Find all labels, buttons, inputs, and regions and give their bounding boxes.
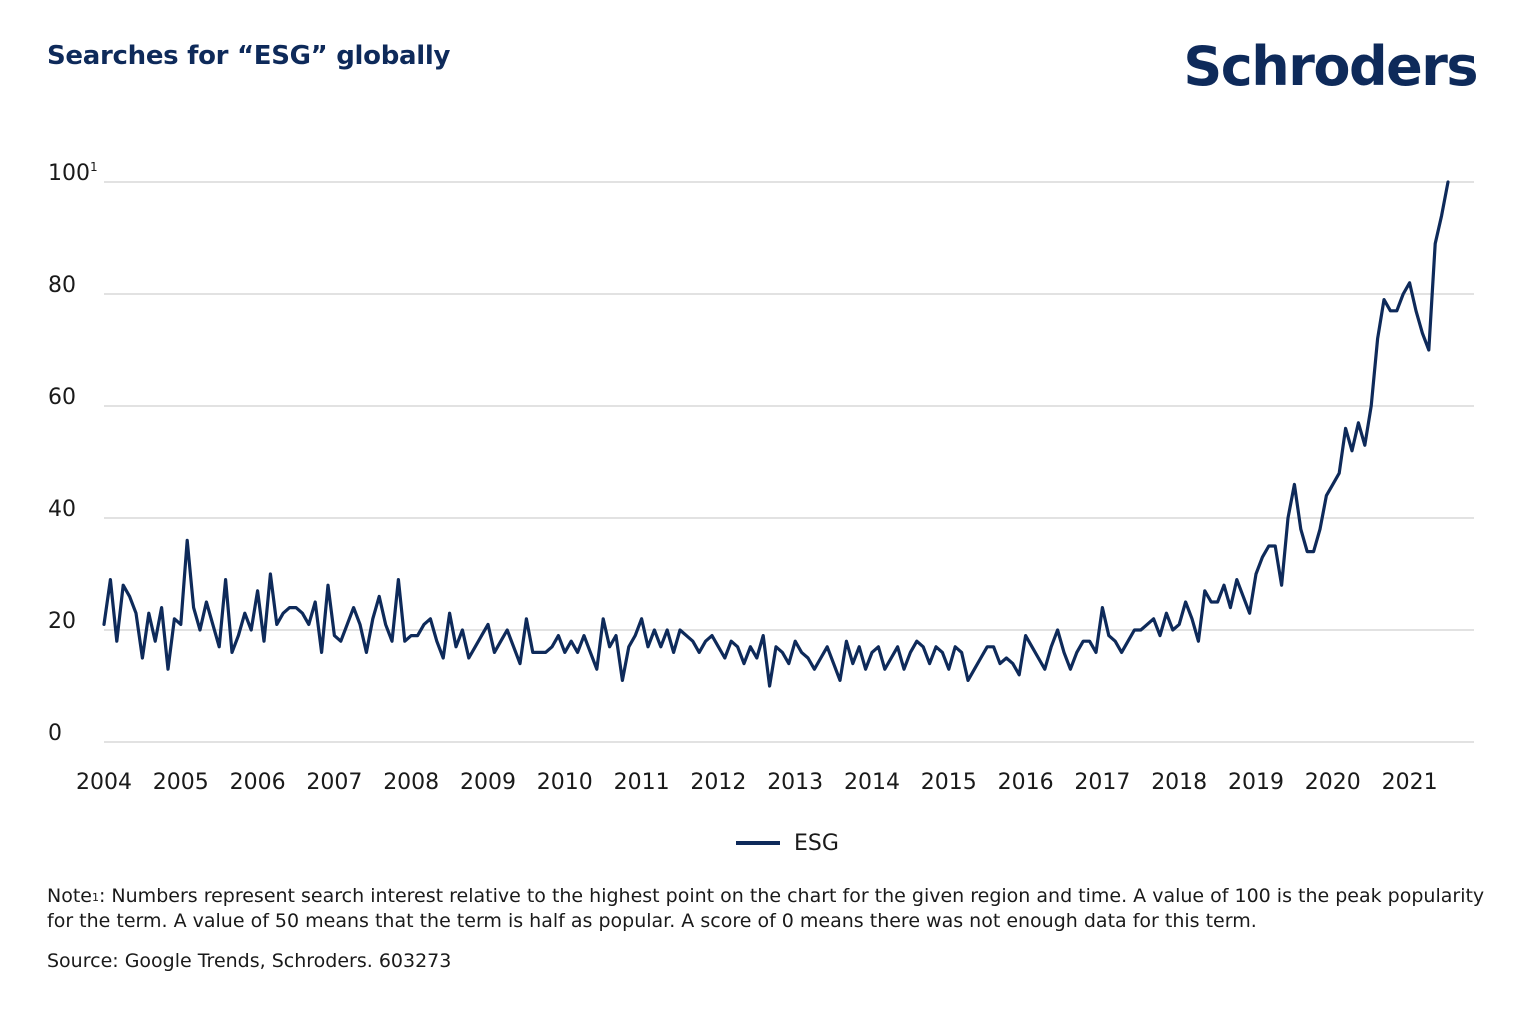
y-axis-ticks: 0 20 40 60 80 1001 [48,160,98,746]
x-tick-label: 2014 [844,770,900,795]
x-tick-label: 2007 [306,770,362,795]
y-tick-value: 20 [48,609,76,634]
y-tick-value: 60 [48,385,76,410]
x-tick-label: 2013 [767,770,823,795]
legend-label-esg: ESG [794,830,839,856]
legend: ESG [736,828,839,858]
x-tick-label: 2021 [1382,770,1438,795]
series-layer [102,180,1450,688]
x-tick-label: 2012 [690,770,746,795]
y-tick-label: 20 [48,609,76,634]
source-line: Source: Google Trends, Schroders. 603273 [47,950,452,972]
footnote: Note1: Numbers represent search interest… [47,884,1487,934]
y-tick-label: 60 [48,385,76,410]
series-line-esg [102,180,1450,688]
note-superscript: 1 [91,891,99,904]
y-tick-superscript: 1 [90,160,98,174]
y-tick-value: 80 [48,273,76,298]
x-tick-label: 2009 [460,770,516,795]
legend-swatch-esg [736,841,780,845]
x-axis-ticks: 2004 2005 2006 2007 2008 2009 2010 2011 2012 2013… [76,770,1438,795]
note-text: : Numbers represent search interest rela… [47,885,1485,932]
y-tick-label: 40 [48,497,76,522]
y-tick-value: 0 [48,721,62,746]
y-tick-value: 100 [48,161,90,186]
x-tick-label: 2019 [1228,770,1284,795]
y-tick-label: 80 [48,273,76,298]
x-tick-label: 2020 [1305,770,1361,795]
x-tick-label: 2018 [1151,770,1207,795]
x-tick-label: 2016 [998,770,1054,795]
x-tick-label: 2004 [76,770,132,795]
gridlines [104,181,1474,743]
x-tick-label: 2006 [230,770,286,795]
schroders-logo: Schroders [1183,35,1478,98]
x-tick-label: 2010 [537,770,593,795]
x-tick-label: 2008 [383,770,439,795]
x-tick-label: 2005 [153,770,209,795]
y-tick-value: 40 [48,497,76,522]
chart-title: Searches for “ESG” globally [47,41,451,71]
y-tick-label: 0 [48,721,62,746]
y-tick-label: 1001 [48,160,98,186]
x-tick-label: 2017 [1074,770,1130,795]
note-prefix: Note [47,885,92,907]
x-tick-label: 2015 [921,770,977,795]
x-tick-label: 2011 [614,770,670,795]
